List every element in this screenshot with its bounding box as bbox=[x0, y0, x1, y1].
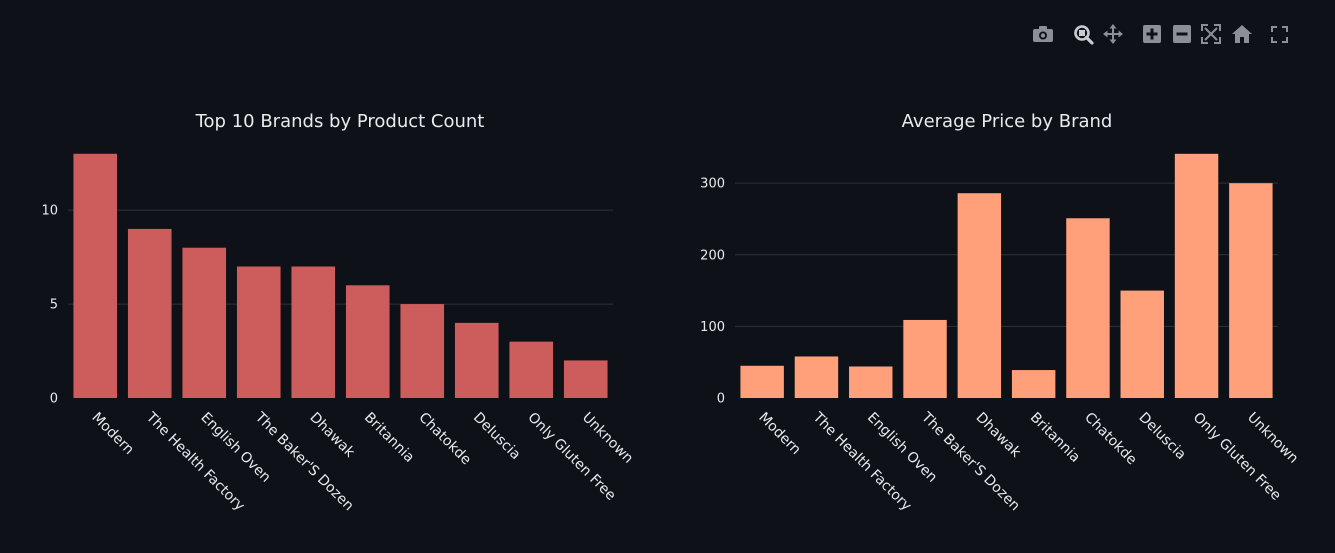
count-bar-the-health-factory[interactable] bbox=[127, 228, 172, 398]
price-bar-chatokde[interactable] bbox=[1066, 218, 1110, 398]
price-x-tick-label: Britannia bbox=[1027, 410, 1083, 466]
camera-icon[interactable] bbox=[1033, 26, 1053, 42]
count-y-tick-label: 10 bbox=[41, 204, 58, 219]
count-bar-chatokde[interactable] bbox=[400, 304, 445, 398]
zoom-in-icon[interactable] bbox=[1143, 25, 1161, 43]
zoom-icon[interactable] bbox=[1074, 25, 1094, 45]
fullscreen-icon[interactable] bbox=[1271, 26, 1288, 43]
price-x-tick-label: Deluscia bbox=[1135, 410, 1188, 463]
product-count-chart: Top 10 Brands by Product Count 0 5 10 Modern… bbox=[41, 111, 636, 514]
count-bar-english-oven[interactable] bbox=[182, 247, 227, 398]
price-x-tick-label: The Baker'S Dozen bbox=[918, 409, 1023, 514]
price-x-tick-label: Modern bbox=[755, 410, 803, 458]
count-x-tick-label: Unknown bbox=[579, 410, 636, 467]
count-bar-modern[interactable] bbox=[73, 153, 118, 398]
count-bar-deluscia[interactable] bbox=[454, 322, 499, 398]
price-bar-the-baker-s-dozen[interactable] bbox=[903, 319, 947, 398]
price-x-tick-label: Unknown bbox=[1244, 410, 1301, 467]
count-bar-unknown[interactable] bbox=[563, 360, 608, 398]
price-bar-deluscia[interactable] bbox=[1120, 290, 1164, 398]
count-x-tick-label: Chatokde bbox=[415, 410, 474, 469]
count-bar-the-baker-s-dozen[interactable] bbox=[236, 266, 281, 398]
reset-axes-icon[interactable] bbox=[1232, 25, 1252, 43]
count-y-tick-label: 0 bbox=[50, 392, 58, 407]
count-x-tick-label: Modern bbox=[88, 410, 136, 458]
price-bar-the-health-factory[interactable] bbox=[794, 356, 839, 398]
count-bar-only-gluten-free[interactable] bbox=[509, 341, 554, 398]
price-y-tick-label: 200 bbox=[700, 248, 725, 263]
count-y-tick-label: 5 bbox=[50, 298, 58, 313]
count-x-tick-label: The Baker'S Dozen bbox=[251, 409, 356, 514]
price-bar-english-oven[interactable] bbox=[849, 366, 893, 398]
autoscale-icon[interactable] bbox=[1201, 24, 1221, 44]
count-x-tick-label: The Health Factory bbox=[142, 409, 247, 514]
count-chart-title: Top 10 Brands by Product Count bbox=[195, 111, 485, 132]
zoom-out-icon[interactable] bbox=[1173, 25, 1191, 43]
price-x-tick-label: The Health Factory bbox=[809, 409, 914, 514]
count-x-tick-label: Deluscia bbox=[470, 410, 523, 463]
price-bar-unknown[interactable] bbox=[1229, 183, 1273, 398]
price-bar-dhawak[interactable] bbox=[957, 193, 1002, 398]
count-x-tick-label: Dhawak bbox=[306, 410, 358, 462]
price-y-tick-label: 300 bbox=[700, 177, 725, 192]
price-y-tick-label: 100 bbox=[700, 320, 725, 335]
modebar bbox=[1033, 24, 1288, 45]
price-bar-britannia[interactable] bbox=[1011, 370, 1056, 398]
count-bar-dhawak[interactable] bbox=[291, 266, 336, 398]
price-x-tick-label: Chatokde bbox=[1081, 410, 1140, 469]
price-y-tick-label: 0 bbox=[717, 392, 725, 407]
pan-icon[interactable] bbox=[1103, 24, 1123, 44]
price-x-tick-label: Dhawak bbox=[973, 410, 1025, 462]
count-x-tick-label: Britannia bbox=[361, 410, 417, 466]
price-bar-modern[interactable] bbox=[740, 365, 784, 398]
price-bar-only-gluten-free[interactable] bbox=[1174, 153, 1219, 398]
price-chart-title: Average Price by Brand bbox=[902, 111, 1113, 132]
count-bar-britannia[interactable] bbox=[345, 285, 390, 398]
